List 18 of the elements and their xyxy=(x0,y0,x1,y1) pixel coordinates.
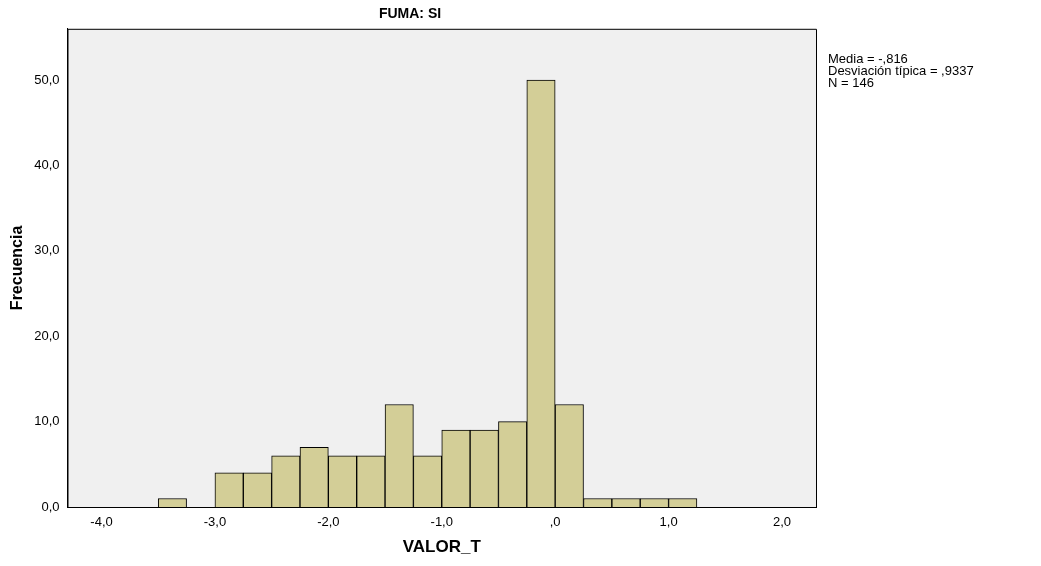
y-tick-label: 0,0 xyxy=(41,498,60,514)
y-tick-label: 10,0 xyxy=(34,413,60,429)
x-axis-title: VALOR_T xyxy=(402,537,482,557)
x-tick-label: 2,0 xyxy=(772,514,792,530)
x-tick-label: -1,0 xyxy=(430,514,453,530)
x-tick-label: ,0 xyxy=(549,514,561,530)
x-tick-label: -2,0 xyxy=(317,514,340,530)
y-axis-title: Frecuencia xyxy=(8,225,26,311)
text: N = 146 xyxy=(828,74,874,90)
y-tick-label: 20,0 xyxy=(34,327,60,343)
y-tick-label: 40,0 xyxy=(34,157,60,173)
x-tick-label: -4,0 xyxy=(90,514,113,530)
x-tick-label: -3,0 xyxy=(203,514,227,530)
y-tick-label: 30,0 xyxy=(34,242,60,258)
x-tick-label: 1,0 xyxy=(659,514,678,530)
y-tick-label: 50,0 xyxy=(34,71,60,87)
chart-title: FUMA: SI xyxy=(378,5,442,22)
text: Media = -,816 xyxy=(828,50,908,66)
